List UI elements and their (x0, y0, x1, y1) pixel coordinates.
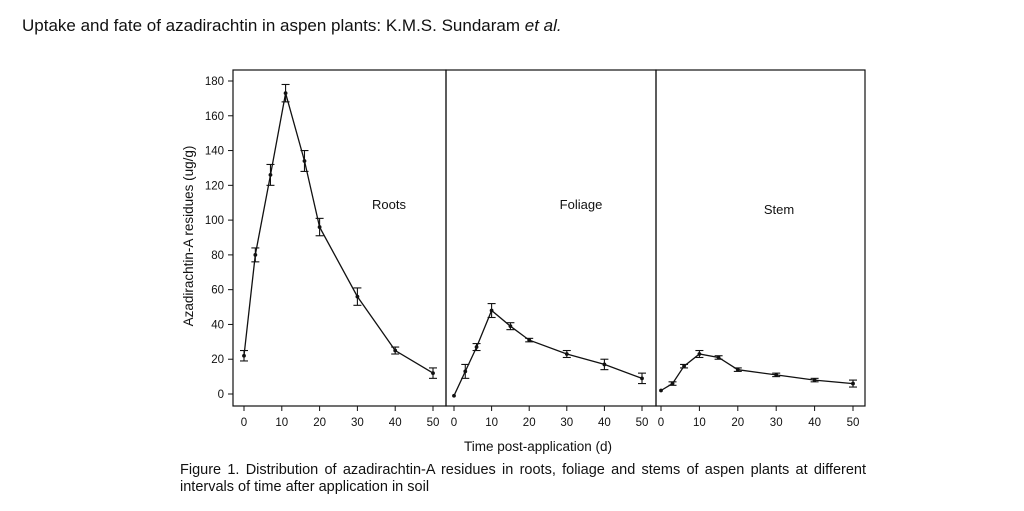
y-tick-label-0: 0 (218, 389, 224, 401)
data-point-0-5 (317, 225, 322, 229)
y-tick-label-5: 100 (205, 215, 224, 227)
x-tick-label-1-1: 10 (485, 417, 498, 429)
data-point-0-7 (393, 348, 398, 353)
data-point-1-5 (527, 338, 532, 342)
data-point-1-3 (489, 308, 494, 313)
x-tick-label-1-5: 50 (636, 417, 649, 429)
data-point-0-3 (283, 91, 288, 96)
panel-label-0: Roots (372, 197, 406, 212)
panel-label-2: Stem (764, 202, 794, 217)
x-tick-label-2-4: 40 (808, 417, 821, 429)
x-axis-label: Time post-application (d) (464, 439, 612, 454)
data-point-1-1 (463, 369, 468, 374)
x-tick-label-0-2: 20 (313, 417, 326, 429)
series-line-0 (243, 93, 434, 374)
y-tick-label-2: 40 (211, 319, 224, 331)
data-point-0-0 (242, 353, 246, 358)
x-tick-label-0-1: 10 (275, 417, 288, 429)
data-point-0-2 (268, 173, 273, 177)
panel-frame-2 (655, 69, 866, 407)
data-point-0-6 (355, 294, 360, 299)
x-tick-label-0-0: 0 (241, 417, 247, 429)
header-title-italic: et al. (524, 16, 562, 35)
y-tick-label-6: 120 (205, 180, 224, 192)
y-tick-label-8: 160 (205, 111, 224, 123)
x-tick-label-1-0: 0 (451, 417, 457, 429)
panel-frame-0 (232, 69, 447, 407)
y-axis-label: Azadirachtin-A residues (ug/g) (181, 146, 196, 327)
x-tick-label-2-5: 50 (847, 417, 860, 429)
x-tick-label-0-5: 50 (427, 417, 440, 429)
y-tick-label-1: 20 (211, 354, 224, 366)
data-point-1-0 (452, 393, 456, 398)
x-tick-label-2-1: 10 (693, 417, 706, 429)
series-line-2 (660, 353, 854, 392)
data-point-0-1 (253, 252, 258, 257)
data-point-1-8 (640, 376, 644, 381)
header-title: Uptake and fate of azadirachtin in aspen… (22, 16, 525, 35)
series-line-1 (453, 309, 643, 396)
x-tick-label-0-3: 30 (351, 417, 364, 429)
x-tick-label-2-3: 30 (770, 417, 783, 429)
data-point-2-5 (735, 367, 740, 372)
panel-frame-1 (445, 69, 657, 407)
x-tick-label-0-4: 40 (389, 417, 402, 429)
y-tick-label-3: 60 (211, 285, 224, 297)
y-tick-label-4: 80 (211, 250, 224, 262)
x-tick-label-2-0: 0 (658, 417, 664, 429)
data-point-1-7 (602, 362, 607, 367)
data-point-1-4 (508, 324, 513, 329)
data-point-2-1 (670, 381, 675, 386)
data-point-2-8 (851, 381, 855, 386)
data-point-0-8 (431, 371, 435, 376)
panel-label-1: Foliage (560, 197, 603, 212)
data-point-1-6 (564, 352, 569, 356)
x-tick-label-1-3: 30 (560, 417, 573, 429)
page-header: Uptake and fate of azadirachtin in aspen… (22, 16, 562, 36)
x-tick-label-1-2: 20 (523, 417, 536, 429)
figure-caption: Figure 1. Distribution of azadirachtin-A… (180, 462, 866, 495)
data-point-1-2 (474, 345, 479, 349)
x-tick-label-1-4: 40 (598, 417, 611, 429)
y-tick-label-9: 180 (205, 76, 224, 88)
data-point-2-6 (774, 372, 779, 377)
data-point-2-3 (697, 352, 702, 356)
y-tick-label-7: 140 (205, 146, 224, 158)
data-point-2-4 (716, 355, 721, 360)
chart-figure: Azadirachtin-A residues (ug/g) Time post… (181, 69, 866, 454)
data-point-2-7 (812, 378, 817, 382)
data-point-0-4 (302, 159, 307, 163)
data-point-2-0 (659, 388, 663, 393)
x-tick-label-2-2: 20 (731, 417, 744, 429)
data-point-2-2 (682, 364, 686, 369)
